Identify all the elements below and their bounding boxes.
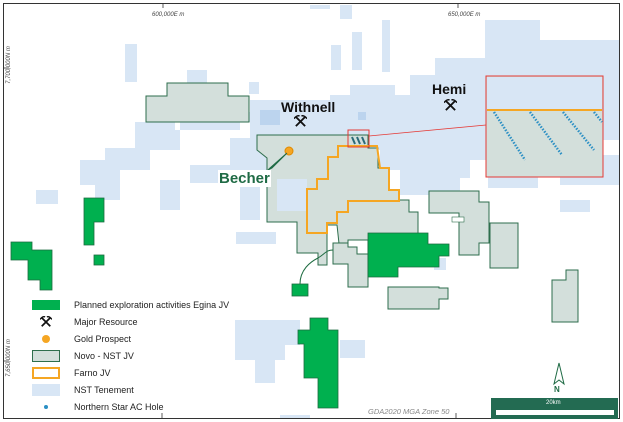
easting-tick-label: 600,000E m xyxy=(152,12,185,18)
scale-bar-label: 20km xyxy=(546,400,561,406)
light-blue-swatch xyxy=(32,384,60,396)
map-frame xyxy=(3,3,620,419)
inset-detail[interactable] xyxy=(347,75,604,178)
legend-label: Novo - NST JV xyxy=(74,351,134,361)
projection-label: GDA2020 MGA Zone 50 xyxy=(368,407,450,416)
north-label: N xyxy=(554,385,560,394)
legend-item-major-resource: Major Resource xyxy=(32,314,138,330)
easting-tick-label: 650,000E m xyxy=(448,12,481,18)
north-arrow-icon xyxy=(553,362,565,386)
crossed-pickaxes-icon xyxy=(32,316,60,328)
legend-item-farno-jv: Farno JV xyxy=(32,365,111,381)
legend-label: Gold Prospect xyxy=(74,334,132,344)
gold-dot-icon xyxy=(32,333,60,345)
grey-green-outline-swatch xyxy=(32,350,60,362)
farno-jv-outline xyxy=(306,145,400,234)
green-fill-swatch xyxy=(32,300,60,310)
legend-label: Planned exploration activities Egina JV xyxy=(74,300,230,310)
legend-label: NST Tenement xyxy=(74,385,134,395)
legend-label: Farno JV xyxy=(74,368,111,378)
legend-item-gold-prospect: Gold Prospect xyxy=(32,331,131,347)
blue-dot-icon xyxy=(32,401,60,413)
scale-bar-line xyxy=(496,410,614,415)
legend-item-ac-hole: Northern Star AC Hole xyxy=(32,399,164,415)
legend-item-planned-exploration: Planned exploration activities Egina JV xyxy=(32,297,229,313)
nst-tenements xyxy=(36,5,620,418)
northing-tick-label: 7,650,000N m xyxy=(5,339,12,377)
nst-tenement xyxy=(277,179,307,211)
legend-label: Northern Star AC Hole xyxy=(74,402,164,412)
nst-tenement-dark xyxy=(358,112,366,120)
legend-item-novo-nst-jv: Novo - NST JV xyxy=(32,348,134,364)
place-label-becher: Becher xyxy=(218,170,271,187)
legend-label: Major Resource xyxy=(74,317,138,327)
orange-outline-swatch xyxy=(32,367,60,379)
access-track xyxy=(299,249,334,285)
novo-nst-jv-blocks xyxy=(145,82,579,323)
small-block xyxy=(451,216,465,223)
place-label-hemi: Hemi xyxy=(432,81,467,97)
place-label-withnell: Withnell xyxy=(281,99,336,115)
nst-tenement-dark xyxy=(260,110,280,125)
planned-exploration-areas xyxy=(10,197,450,409)
legend-item-nst-tenement: NST Tenement xyxy=(32,382,134,398)
northing-tick-label: 7,700,000N m xyxy=(5,46,12,84)
